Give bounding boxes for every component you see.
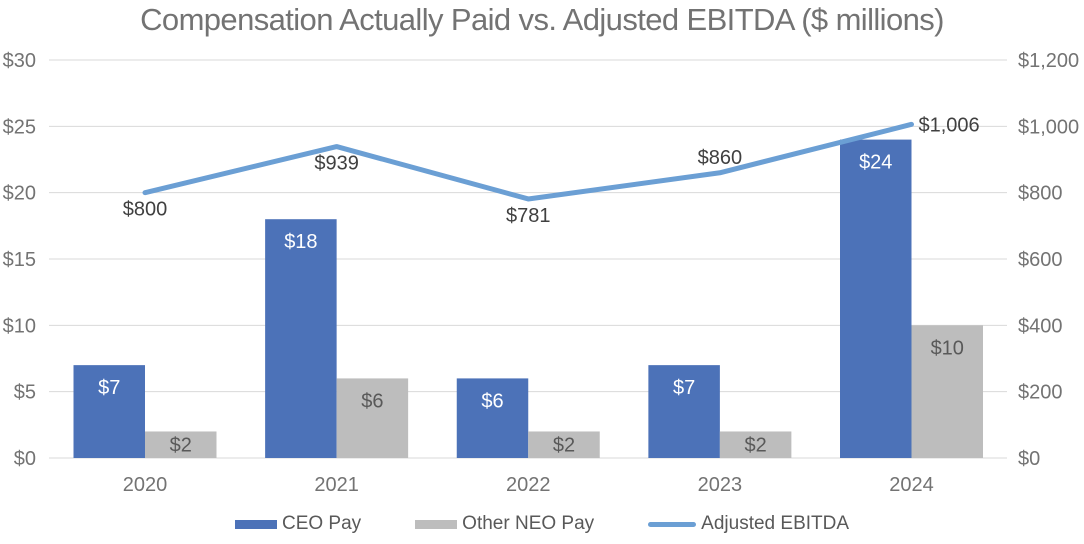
legend-swatch-ceo-pay: [234, 519, 277, 529]
legend-label-adjusted-ebitda: Adjusted EBITDA: [701, 513, 850, 534]
right-axis-tick: $0: [1018, 448, 1040, 470]
left-axis-tick: $10: [3, 315, 36, 337]
bar-label-ceo-pay: $6: [481, 390, 503, 412]
right-axis-tick: $1,000: [1018, 116, 1079, 138]
right-axis-tick: $600: [1018, 249, 1063, 271]
bar-label-other-neo-pay: $10: [931, 337, 964, 359]
legend-item-ceo-pay: CEO Pay: [234, 513, 362, 535]
bar-label-other-neo-pay: $2: [745, 434, 767, 456]
bar-other-neo-pay-2024: [911, 325, 983, 458]
bar-other-neo-pay-2022: [528, 431, 600, 458]
line-label: $1,006: [919, 114, 980, 136]
left-axis-tick: $25: [3, 116, 36, 138]
right-axis-tick: $400: [1018, 315, 1063, 337]
bar-other-neo-pay-2020: [145, 431, 217, 458]
bar-ceo-pay-2023: [648, 365, 720, 458]
right-axis-tick: $800: [1018, 183, 1063, 205]
x-axis-tick: 2024: [889, 474, 934, 496]
left-axis-tick: $0: [14, 448, 36, 470]
bar-ceo-pay-2020: [73, 365, 145, 458]
bar-label-ceo-pay: $18: [284, 231, 317, 253]
adjusted-ebitda-line: [142, 121, 914, 202]
legend-label-ceo-pay: CEO Pay: [281, 513, 362, 534]
x-axis-tick: 2023: [698, 474, 743, 496]
left-axis-tick: $5: [14, 382, 36, 404]
x-axis-tick: 2021: [314, 474, 359, 496]
left-axis-tick: $20: [3, 183, 36, 205]
right-axis-tick: $1,200: [1018, 50, 1079, 72]
line-label: $860: [698, 147, 743, 169]
bar-label-ceo-pay: $7: [98, 377, 120, 399]
bar-ceo-pay-2021: [265, 219, 337, 458]
chart-title: Compensation Actually Paid vs. Adjusted …: [140, 2, 944, 37]
x-axis-tick: 2022: [506, 474, 551, 496]
line-label: $781: [506, 205, 551, 227]
bar-ceo-pay-2024: [840, 139, 912, 458]
left-axis-tick: $30: [3, 50, 36, 72]
bar-label-other-neo-pay: $6: [361, 390, 383, 412]
line-label: $939: [314, 153, 359, 175]
right-axis-tick: $200: [1018, 382, 1063, 404]
legend-swatch-adjusted-ebitda: [648, 521, 697, 527]
bar-other-neo-pay-2023: [719, 431, 792, 458]
x-axis-tick: 2020: [123, 474, 168, 496]
bar-label-other-neo-pay: $2: [170, 434, 192, 456]
legend-label-other-neo-pay: Other NEO Pay: [462, 513, 595, 534]
legend-item-adjusted-ebitda: Adjusted EBITDA: [648, 513, 849, 535]
plot-area: $0 $0 $5 $200 $10 $400 $15 $600 $20 $800 $25 $1,000…: [3, 50, 1080, 496]
bar-ceo-pay-2022: [456, 378, 529, 458]
chart-legend: CEO Pay Other NEO Pay Adjusted EBITDA: [0, 513, 1084, 535]
bar-label-ceo-pay: $7: [673, 377, 695, 399]
left-axis-tick: $15: [3, 249, 36, 271]
bar-label-other-neo-pay: $2: [553, 434, 575, 456]
bar-other-neo-pay-2021: [336, 378, 409, 458]
legend-swatch-other-neo-pay: [415, 519, 458, 529]
legend-item-other-neo-pay: Other NEO Pay: [415, 513, 594, 535]
line-label: $800: [123, 199, 168, 221]
bar-label-ceo-pay: $24: [859, 152, 892, 174]
